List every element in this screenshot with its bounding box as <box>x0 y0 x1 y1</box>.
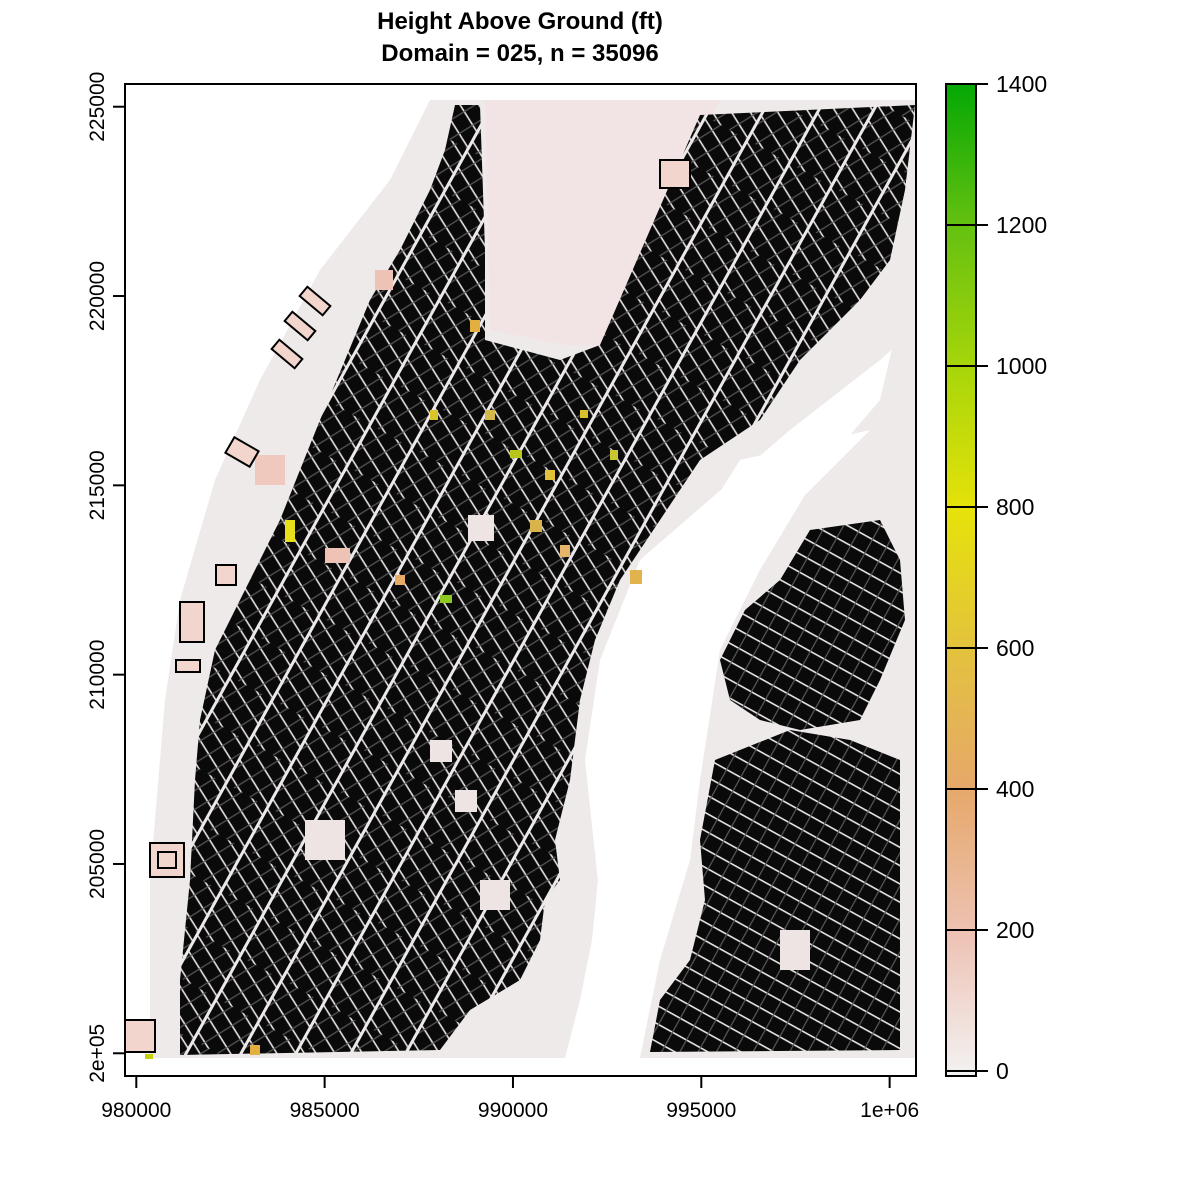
colorbar-tick-label: 1400 <box>996 71 1047 97</box>
colorbar-axis: 0 200 400 600 800 1000 1200 1400 <box>946 71 1047 1084</box>
open-space <box>468 515 494 541</box>
x-axis: 980000 985000 990000 995000 1e+06 <box>101 1075 919 1122</box>
open-space <box>305 820 345 860</box>
east-buildings-south <box>650 730 900 1052</box>
colorbar-tick-label: 800 <box>996 494 1034 520</box>
open-space <box>480 880 510 910</box>
y-tick-label: 205000 <box>86 829 109 899</box>
x-tick-label: 980000 <box>101 1099 171 1122</box>
pier-footprints <box>125 159 691 1053</box>
open-space <box>780 930 810 970</box>
tall-buildings <box>145 270 642 1059</box>
y-tick-label: 210000 <box>86 640 109 710</box>
y-tick-label: 220000 <box>86 261 109 331</box>
x-tick-label: 1e+06 <box>860 1099 919 1122</box>
colorbar-tick-label: 0 <box>996 1058 1009 1084</box>
x-tick-label: 985000 <box>290 1099 360 1122</box>
colorbar <box>945 83 977 1077</box>
x-tick-label: 995000 <box>666 1099 736 1122</box>
x-tick-label: 990000 <box>478 1099 548 1122</box>
colorbar-tick-label: 1200 <box>996 212 1047 238</box>
open-space <box>455 790 477 812</box>
map-raster <box>125 100 915 1059</box>
y-axis: 2e+05 205000 210000 215000 220000 225000 <box>86 72 126 1083</box>
manhattan-buildings <box>180 105 915 1055</box>
chart-subtitle: Domain = 025, n = 35096 <box>381 40 659 67</box>
open-space <box>430 740 452 762</box>
colorbar-tick-label: 600 <box>996 635 1034 661</box>
colorbar-tick-label: 200 <box>996 917 1034 943</box>
y-tick-label: 2e+05 <box>86 1024 109 1083</box>
y-tick-label: 225000 <box>86 72 109 142</box>
east-buildings-north <box>720 520 905 730</box>
y-tick-label: 215000 <box>86 450 109 520</box>
chart-title: Height Above Ground (ft) <box>377 8 663 35</box>
colorbar-tick-label: 1000 <box>996 353 1047 379</box>
colorbar-tick-label: 400 <box>996 776 1034 802</box>
river <box>570 430 870 1058</box>
